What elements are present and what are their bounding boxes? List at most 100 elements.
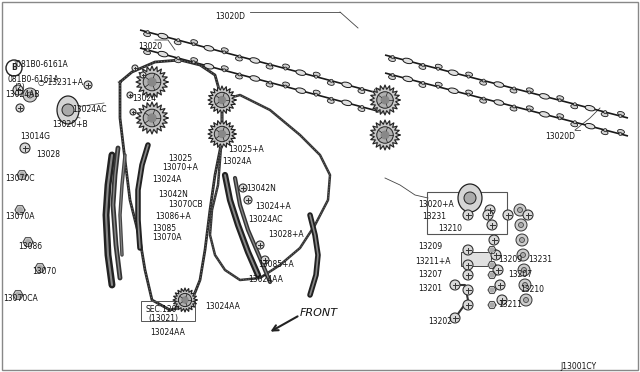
Circle shape <box>269 63 271 66</box>
Text: 13207: 13207 <box>418 270 442 279</box>
Circle shape <box>422 63 424 66</box>
Ellipse shape <box>191 58 198 62</box>
Ellipse shape <box>494 100 504 105</box>
Ellipse shape <box>143 50 150 55</box>
Circle shape <box>261 256 269 264</box>
Circle shape <box>143 73 161 91</box>
Circle shape <box>223 51 226 54</box>
Text: J13001CY: J13001CY <box>560 362 596 371</box>
Polygon shape <box>208 120 236 148</box>
Ellipse shape <box>479 81 486 85</box>
Ellipse shape <box>296 88 306 93</box>
Circle shape <box>315 93 317 96</box>
Text: 13086: 13086 <box>18 242 42 251</box>
Circle shape <box>381 96 388 104</box>
Text: 13020D: 13020D <box>215 12 245 21</box>
Circle shape <box>360 87 364 90</box>
Ellipse shape <box>618 129 625 134</box>
Text: 081B0-6161A: 081B0-6161A <box>8 75 60 84</box>
Circle shape <box>520 294 532 306</box>
Ellipse shape <box>557 96 564 100</box>
Circle shape <box>520 253 525 257</box>
Ellipse shape <box>466 90 472 94</box>
Ellipse shape <box>479 99 486 103</box>
Ellipse shape <box>388 75 396 80</box>
Ellipse shape <box>601 131 608 135</box>
Circle shape <box>26 240 30 244</box>
Text: 13070A: 13070A <box>152 233 182 242</box>
Circle shape <box>514 204 526 216</box>
Ellipse shape <box>601 112 608 117</box>
Circle shape <box>467 93 470 96</box>
Circle shape <box>493 265 503 275</box>
Circle shape <box>62 104 74 116</box>
Circle shape <box>269 81 271 84</box>
Circle shape <box>467 75 470 78</box>
Ellipse shape <box>466 72 472 76</box>
Circle shape <box>84 81 92 89</box>
Circle shape <box>330 79 333 82</box>
Circle shape <box>13 85 23 95</box>
Ellipse shape <box>250 76 260 81</box>
Text: 13202: 13202 <box>428 317 452 326</box>
Ellipse shape <box>358 89 365 93</box>
Circle shape <box>20 173 24 177</box>
Polygon shape <box>488 286 496 294</box>
Text: 13211+A: 13211+A <box>415 257 451 266</box>
Ellipse shape <box>327 81 334 85</box>
Circle shape <box>518 222 524 228</box>
Polygon shape <box>370 120 400 150</box>
Circle shape <box>16 293 20 297</box>
Polygon shape <box>136 102 168 134</box>
Circle shape <box>522 282 527 288</box>
Text: 13211: 13211 <box>498 300 522 309</box>
Circle shape <box>192 43 195 46</box>
Circle shape <box>16 104 24 112</box>
Text: ³081B0-6161A: ³081B0-6161A <box>14 60 68 69</box>
Text: 13024AA: 13024AA <box>205 302 240 311</box>
Text: 13086+A: 13086+A <box>155 212 191 221</box>
Circle shape <box>463 210 473 220</box>
Circle shape <box>513 87 516 90</box>
Ellipse shape <box>221 48 228 52</box>
Text: 13070CB: 13070CB <box>168 200 203 209</box>
Text: 13020D: 13020D <box>545 132 575 141</box>
Circle shape <box>422 81 424 84</box>
Circle shape <box>238 55 241 58</box>
Circle shape <box>244 196 252 204</box>
Circle shape <box>381 131 388 139</box>
Circle shape <box>130 109 136 115</box>
Circle shape <box>558 99 561 102</box>
Circle shape <box>177 39 180 42</box>
Circle shape <box>604 129 607 132</box>
Ellipse shape <box>236 57 243 61</box>
Circle shape <box>482 79 485 82</box>
Circle shape <box>182 297 188 303</box>
Circle shape <box>391 73 394 77</box>
Ellipse shape <box>191 40 198 44</box>
Circle shape <box>284 85 287 88</box>
Circle shape <box>490 303 494 307</box>
Text: 13028: 13028 <box>36 150 60 159</box>
Circle shape <box>463 260 473 270</box>
Ellipse shape <box>510 89 517 93</box>
Text: 13070+A: 13070+A <box>162 163 198 172</box>
Circle shape <box>463 300 473 310</box>
Text: 13024AC: 13024AC <box>248 215 282 224</box>
Text: 13210: 13210 <box>520 285 544 294</box>
Circle shape <box>558 117 561 120</box>
Ellipse shape <box>540 112 549 117</box>
Ellipse shape <box>374 89 381 93</box>
Ellipse shape <box>571 122 578 127</box>
Ellipse shape <box>419 83 426 87</box>
Circle shape <box>490 273 494 277</box>
Ellipse shape <box>296 70 306 76</box>
Text: 13201: 13201 <box>418 284 442 293</box>
Ellipse shape <box>494 82 504 87</box>
Ellipse shape <box>527 88 533 92</box>
Circle shape <box>132 65 138 71</box>
Circle shape <box>140 72 146 78</box>
Circle shape <box>27 92 33 98</box>
Circle shape <box>490 288 494 292</box>
Circle shape <box>38 266 42 270</box>
